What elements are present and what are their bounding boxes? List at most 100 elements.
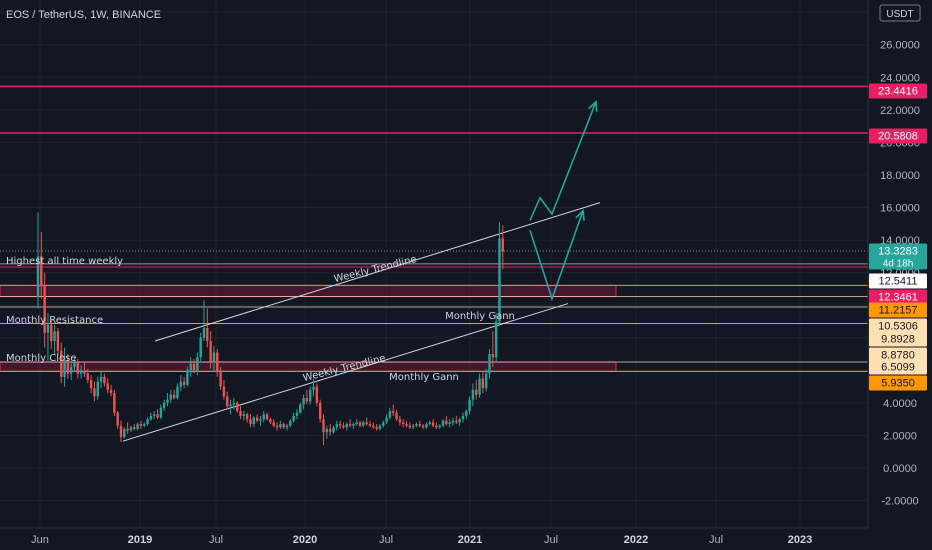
candle-body <box>149 415 153 420</box>
annotation-label: Monthly Gann <box>445 311 515 322</box>
candle-body <box>445 420 448 425</box>
candles <box>36 212 504 446</box>
y-tick-label: 16.0000 <box>880 203 920 215</box>
price-label-text: 20.5808 <box>878 131 918 143</box>
currency-button[interactable] <box>879 4 921 22</box>
candle-body <box>292 415 295 421</box>
x-tick-label: Jul <box>709 534 723 546</box>
candle-body <box>83 370 86 374</box>
price-label-box <box>869 273 927 289</box>
candle-body <box>219 371 222 387</box>
candle-body <box>468 399 471 412</box>
candle-body <box>302 397 305 405</box>
candle-body <box>236 402 239 412</box>
trendlines <box>122 202 601 442</box>
candle-body <box>395 412 398 420</box>
candle-body <box>451 420 455 423</box>
candle-body <box>441 420 445 426</box>
candle-body <box>382 422 385 426</box>
candle-body <box>179 381 182 387</box>
candle-body <box>375 427 378 429</box>
candle-body <box>255 417 259 421</box>
candle-body <box>411 425 415 428</box>
candle-body <box>272 422 275 426</box>
price-label-box <box>869 83 927 99</box>
candle-body <box>199 337 202 358</box>
y-tick-label: 0.0000 <box>883 463 917 475</box>
candle-body <box>53 331 56 342</box>
candle-body <box>368 424 372 426</box>
price-label-box <box>869 331 927 347</box>
price-label-text: 10.5306 <box>878 321 918 333</box>
price-label-text: 9.8928 <box>881 334 915 346</box>
weekly-trendline-lower <box>122 303 569 442</box>
price-label-box <box>869 347 927 363</box>
annotation-label: Monthly Gann <box>389 372 459 383</box>
candle-body <box>252 417 255 425</box>
candle-body <box>86 373 89 381</box>
candle-body <box>162 402 166 408</box>
time-axis[interactable] <box>0 528 932 550</box>
candle-body <box>428 422 431 425</box>
candle-body <box>435 425 438 428</box>
y-tick-label: 22.0000 <box>880 105 920 117</box>
candle-body <box>93 388 96 397</box>
candle-body <box>338 424 342 426</box>
price-label-text: 5.9350 <box>881 378 915 390</box>
candle-body <box>99 376 103 382</box>
candle-body <box>226 396 229 407</box>
monthly-gann-zone <box>0 361 617 372</box>
candle-body <box>259 419 262 421</box>
candle-body <box>222 386 226 397</box>
candle-body <box>216 352 219 372</box>
candle-body <box>76 362 80 374</box>
candle-body <box>355 422 358 425</box>
candle-body <box>265 414 269 420</box>
candle-body <box>475 389 478 395</box>
candle-body <box>279 424 282 428</box>
candle-body <box>491 354 495 358</box>
candle-body <box>335 424 338 428</box>
candle-body <box>312 386 315 390</box>
candle-body <box>285 425 289 428</box>
candle-body <box>245 414 249 420</box>
candle-body <box>385 417 388 423</box>
weekly-trendline-upper <box>154 202 601 342</box>
candle-body <box>485 373 488 389</box>
candle-body <box>418 424 421 426</box>
candle-body <box>133 427 136 429</box>
price-label-box <box>869 128 927 144</box>
x-tick-label: 2019 <box>128 534 152 546</box>
candle-body <box>182 381 186 385</box>
candle-body <box>471 389 475 400</box>
annotation-label: Monthly Resistance <box>6 315 103 326</box>
annotation-label: Monthly Close <box>6 353 76 364</box>
candle-body <box>398 419 402 423</box>
projection-arrows <box>529 99 598 302</box>
candle-body <box>415 424 418 426</box>
candle-body <box>342 425 345 428</box>
horizontal-levels <box>0 85 868 372</box>
y-tick-label: 2.0000 <box>883 430 917 442</box>
candle-body <box>229 404 232 407</box>
candle-body <box>56 331 60 351</box>
candle-body <box>146 419 149 425</box>
y-tick-label: 24.0000 <box>880 72 920 84</box>
candle-body <box>425 424 428 428</box>
candle-body <box>212 352 216 363</box>
candle-body <box>408 425 412 428</box>
x-tick-label: Jul <box>379 534 393 546</box>
candle-body <box>322 419 325 433</box>
x-tick-label: 2022 <box>624 534 648 546</box>
candle-body <box>299 404 302 413</box>
y-tick-label: 4.0000 <box>883 398 917 410</box>
currency-label: USDT <box>886 9 913 20</box>
candle-body <box>106 383 109 390</box>
candle-body <box>119 425 123 438</box>
x-tick-label: Jul <box>209 534 223 546</box>
candle-body <box>96 381 99 397</box>
x-tick-labels: Jun 2019 Jul 2020 Jul 2021 Jul 2022 Jul 2023 <box>31 534 812 546</box>
x-tick-label: Jun <box>31 534 49 546</box>
